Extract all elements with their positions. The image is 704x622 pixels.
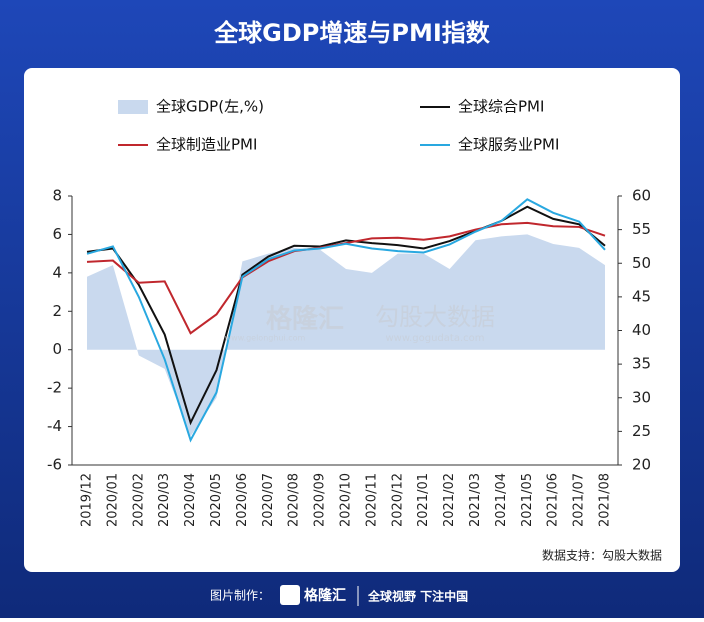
x-tick-label: 2020/01	[105, 473, 120, 527]
legend-label: 全球综合PMI	[458, 98, 544, 116]
watermark: www.gogudata.com	[385, 333, 484, 344]
x-tick-label: 2020/09	[313, 473, 328, 527]
footer-label: 图片制作：	[210, 589, 270, 603]
y-tick-label: -2	[47, 379, 62, 397]
y-tick-label: -4	[47, 417, 62, 435]
y2-tick-label: 25	[632, 422, 651, 440]
x-tick-label: 2021/05	[520, 473, 535, 527]
chart-title: 全球GDP增速与PMI指数	[213, 19, 491, 47]
gdp-area	[87, 234, 605, 437]
y-tick-label: -6	[47, 456, 62, 474]
x-tick-label: 2020/10	[339, 473, 354, 527]
pmi-line	[86, 205, 606, 426]
legend-label: 全球制造业PMI	[156, 136, 257, 154]
legend-swatch	[118, 100, 148, 114]
x-tick-label: 2020/05	[209, 473, 224, 527]
y-tick-label: 8	[52, 187, 62, 205]
watermark: 格隆汇	[266, 304, 344, 335]
x-tick-label: 2020/11	[364, 473, 379, 527]
plot: -6 -4 -2 0 2 4 6 8 20 25 30 35 40 45 50 55 60 2019/12 2020…	[47, 98, 651, 528]
y2-tick-label: 30	[632, 388, 651, 406]
x-tick-label: 2020/07	[261, 473, 276, 527]
x-tick-label: 2020/03	[157, 473, 172, 527]
pmi-line	[86, 198, 606, 443]
x-tick-label: 2020/04	[183, 473, 198, 527]
legend-label: 全球GDP(左,%)	[156, 98, 264, 116]
y2-tick-label: 35	[632, 355, 651, 373]
x-tick-label: 2020/12	[390, 473, 405, 527]
logo	[280, 585, 300, 605]
source: 数据支持：勾股大数据	[542, 548, 662, 563]
x-tick-label: 2020/02	[131, 473, 146, 527]
x-tick-label: 2020/06	[235, 473, 250, 527]
y2-tick-label: 40	[632, 321, 651, 339]
x-tick-label: 2021/04	[494, 473, 509, 527]
y2-tick-label: 45	[632, 287, 651, 305]
x-tick-label: 2021/07	[572, 473, 587, 527]
x-tick-label: 2021/03	[468, 473, 483, 527]
footer-brand: 格隆汇	[304, 587, 346, 604]
footer-slogan: 全球视野 下注中国	[367, 589, 468, 604]
y2-tick-label: 20	[632, 456, 651, 474]
y-tick-label: 4	[52, 263, 62, 281]
x-tick-label: 2021/08	[598, 473, 613, 527]
watermark: 勾股大数据	[375, 303, 495, 331]
x-tick-label: 2021/06	[546, 473, 561, 527]
y-tick-label: 6	[52, 225, 62, 243]
watermark: www.gelonghui.com	[225, 334, 306, 343]
y-tick-label: 2	[52, 302, 62, 320]
y2-tick-label: 55	[632, 220, 651, 238]
x-tick-label: 2021/01	[416, 473, 431, 527]
legend-label: 全球服务业PMI	[458, 136, 559, 154]
y2-tick-label: 60	[632, 187, 651, 205]
x-tick-label: 2019/12	[80, 473, 95, 527]
x-tick-label: 2020/08	[287, 473, 302, 527]
y2-tick-label: 50	[632, 254, 651, 272]
y-tick-label: 0	[52, 340, 62, 358]
x-tick-label: 2021/02	[442, 473, 457, 527]
